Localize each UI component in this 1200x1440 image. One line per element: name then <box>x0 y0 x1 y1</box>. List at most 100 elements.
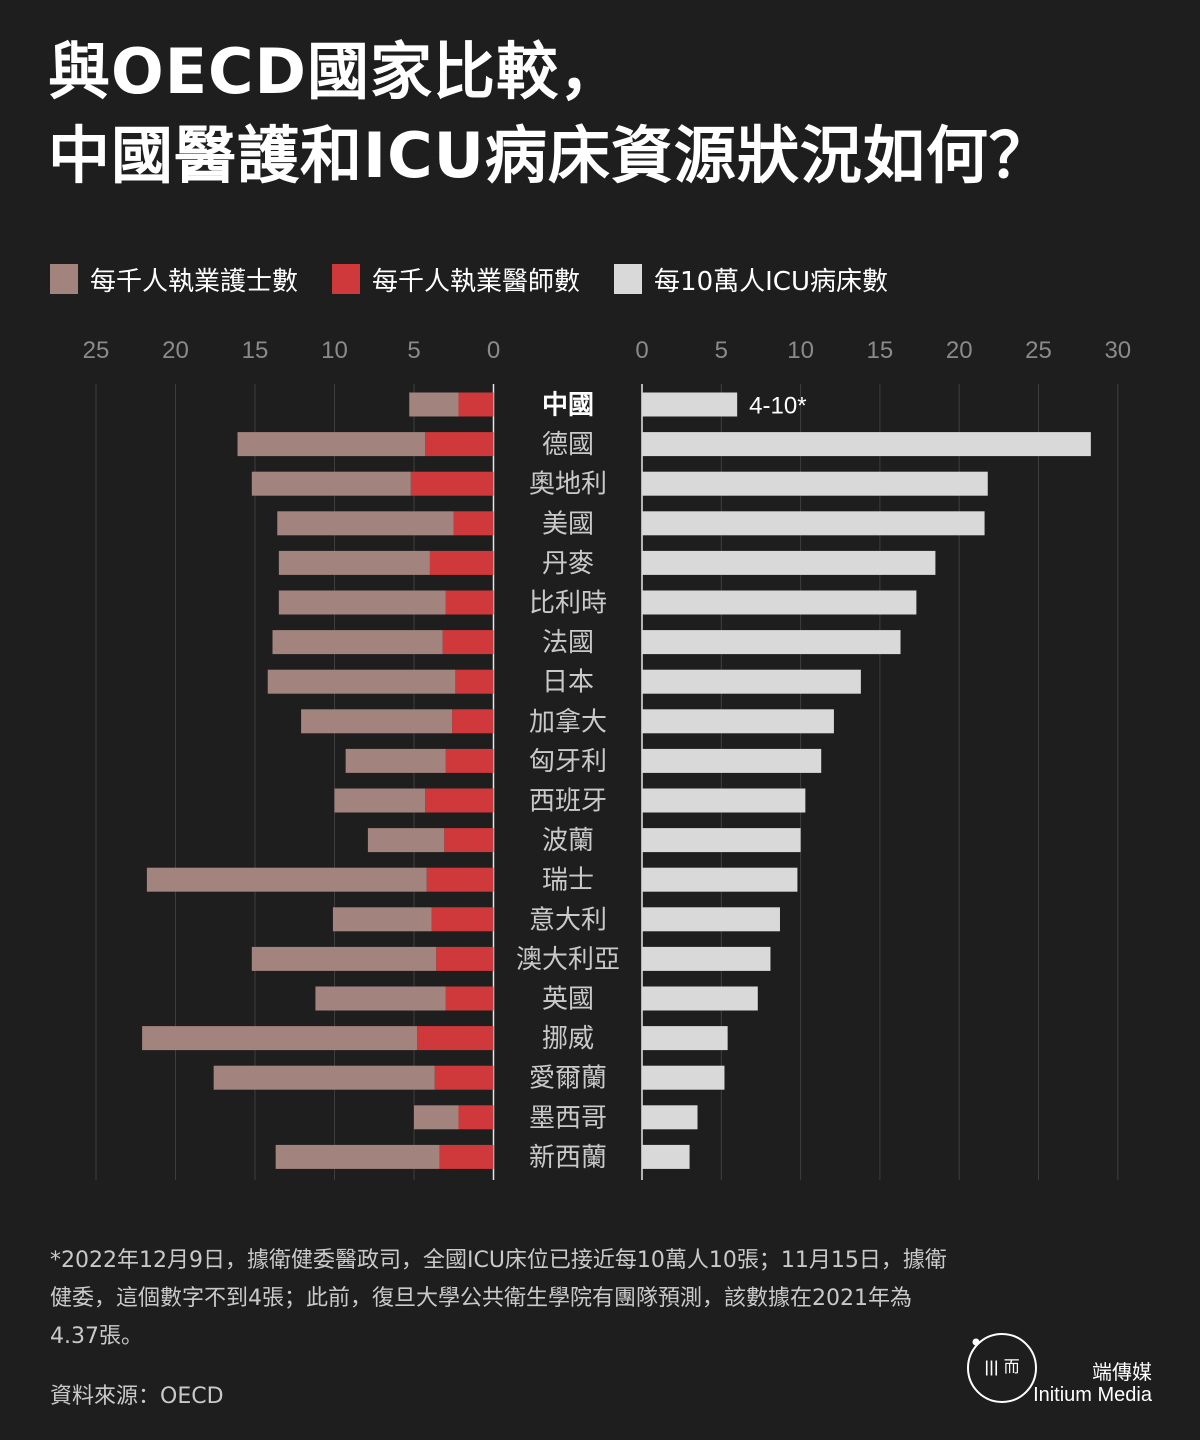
bar-doctors <box>445 986 494 1011</box>
left-axis-tick-label: 15 <box>242 337 269 364</box>
legend-item-icu-beds: 每10萬人ICU病床數 <box>614 261 888 298</box>
right-axis-tick-label: 30 <box>1104 337 1131 364</box>
legend-item-doctors: 每千人執業醫師數 <box>332 261 580 298</box>
category-label: 加拿大 <box>529 707 607 737</box>
legend-item-nurses: 每千人執業護士數 <box>50 261 298 298</box>
brand-name-zh: 端傳媒 <box>1092 1360 1152 1384</box>
bar-doctors <box>429 550 494 575</box>
bar-doctors <box>434 1065 494 1090</box>
right-axis-tick-label: 10 <box>787 337 814 364</box>
bar-icu-beds <box>642 1026 728 1051</box>
right-axis-tick-label: 5 <box>715 337 728 364</box>
bar-nurses <box>251 471 411 496</box>
legend-swatch-doctors <box>332 264 361 294</box>
bar-icu-beds <box>642 511 985 536</box>
bar-doctors <box>426 867 494 892</box>
bar-icu-beds <box>642 392 738 417</box>
bar-nurses <box>277 511 454 536</box>
bar-nurses <box>275 1144 440 1169</box>
category-label: 美國 <box>542 509 594 539</box>
initium-logo-icon: ǀǀǀ 而 <box>967 1333 1037 1403</box>
bar-icu-beds <box>642 1105 698 1130</box>
bar-nurses <box>237 432 426 457</box>
bar-doctors <box>458 1105 494 1130</box>
bar-doctors <box>431 907 494 932</box>
bar-icu-beds <box>642 709 834 734</box>
bar-doctors <box>444 828 494 853</box>
legend-label-doctors: 每千人執業醫師數 <box>372 266 581 297</box>
right-axis-tick-label: 20 <box>946 337 973 364</box>
bar-icu-beds <box>642 590 917 615</box>
category-label: 日本 <box>542 668 594 698</box>
bar-icu-beds <box>642 907 780 932</box>
bar-nurses <box>267 669 456 694</box>
bar-doctors <box>453 511 494 536</box>
butterfly-bar-chart: 25 20 15 10 5 0 0 5 10 15 20 25 30 中國德國奧地利美國丹麥比利時法國日本… <box>83 337 1131 1180</box>
title-line-2: 中國醫護和ICU病床資源狀況如何？ <box>48 119 1052 192</box>
svg-text:ǀǀǀ 而: ǀǀǀ 而 <box>984 1357 1019 1376</box>
category-label: 德國 <box>542 430 594 460</box>
bar-nurses <box>146 867 427 892</box>
legend-swatch-nurses <box>50 264 78 294</box>
bar-nurses <box>278 550 430 575</box>
category-label: 澳大利亞 <box>516 945 620 975</box>
bar-doctors <box>445 590 494 615</box>
category-label: 匈牙利 <box>529 747 607 777</box>
category-label: 波蘭 <box>542 826 594 856</box>
bar-doctors <box>445 748 494 773</box>
brand-name-en: Initium Media <box>1033 1384 1152 1406</box>
right-axis-tick-label: 0 <box>635 337 648 364</box>
bar-nurses <box>315 986 446 1011</box>
category-label: 中國 <box>542 391 594 421</box>
bar-nurses <box>272 630 443 655</box>
left-axis-tick-label: 5 <box>407 337 420 364</box>
bar-doctors <box>417 1026 494 1051</box>
bar-nurses <box>278 590 446 615</box>
category-label: 比利時 <box>529 589 607 619</box>
legend-label-icu-beds: 每10萬人ICU病床數 <box>654 266 888 297</box>
category-label: 挪威 <box>542 1024 594 1054</box>
left-axis-tick-label: 0 <box>487 337 500 364</box>
bar-doctors <box>458 392 494 417</box>
bar-nurses <box>345 748 446 773</box>
legend: 每千人執業護士數 每千人執業醫師數 每10萬人ICU病床數 <box>50 261 922 298</box>
category-label: 奧地利 <box>529 470 607 500</box>
bar-doctors <box>439 1144 494 1169</box>
bar-icu-beds <box>642 550 936 575</box>
category-label: 法國 <box>542 628 594 658</box>
right-axis-tick-label: 25 <box>1025 337 1052 364</box>
bar-icu-beds <box>642 946 771 971</box>
bar-nurses <box>213 1065 435 1090</box>
bar-icu-beds <box>642 432 1091 457</box>
legend-swatch-icu-beds <box>614 264 643 294</box>
bar-doctors <box>410 471 494 496</box>
bar-doctors <box>442 630 494 655</box>
bar-icu-beds <box>642 1144 690 1169</box>
source-note: 資料來源：OECD <box>50 1384 224 1409</box>
legend-label-nurses: 每千人執業護士數 <box>90 266 299 297</box>
category-label: 丹麥 <box>542 549 594 579</box>
left-axis-tick-label: 10 <box>321 337 348 364</box>
bar-nurses <box>367 828 445 853</box>
bar-doctors <box>425 788 494 813</box>
category-label: 西班牙 <box>529 787 607 817</box>
bar-nurses <box>251 946 437 971</box>
category-label: 新西蘭 <box>529 1143 607 1173</box>
bar-doctors <box>436 946 494 971</box>
bar-nurses <box>409 392 459 417</box>
category-label: 英國 <box>542 985 594 1015</box>
left-axis-tick-label: 20 <box>162 337 189 364</box>
chart-title: 與OECD國家比較， 中國醫護和ICU病床資源狀況如何？ <box>48 30 1158 198</box>
bar-icu-beds <box>642 669 861 694</box>
bar-icu-beds <box>642 748 822 773</box>
bar-icu-beds <box>642 471 988 496</box>
bar-nurses <box>142 1026 418 1051</box>
category-label: 意大利 <box>529 905 607 935</box>
bar-nurses <box>414 1105 459 1130</box>
bar-icu-beds <box>642 788 806 813</box>
footnote: *2022年12月9日，據衛健委醫政司，全國ICU床位已接近每10萬人10張；1… <box>50 1248 947 1349</box>
category-label: 愛爾蘭 <box>529 1064 607 1094</box>
title-line-1: 與OECD國家比較， <box>48 35 623 108</box>
bar-icu-beds <box>642 986 758 1011</box>
bar-doctors <box>452 709 494 734</box>
